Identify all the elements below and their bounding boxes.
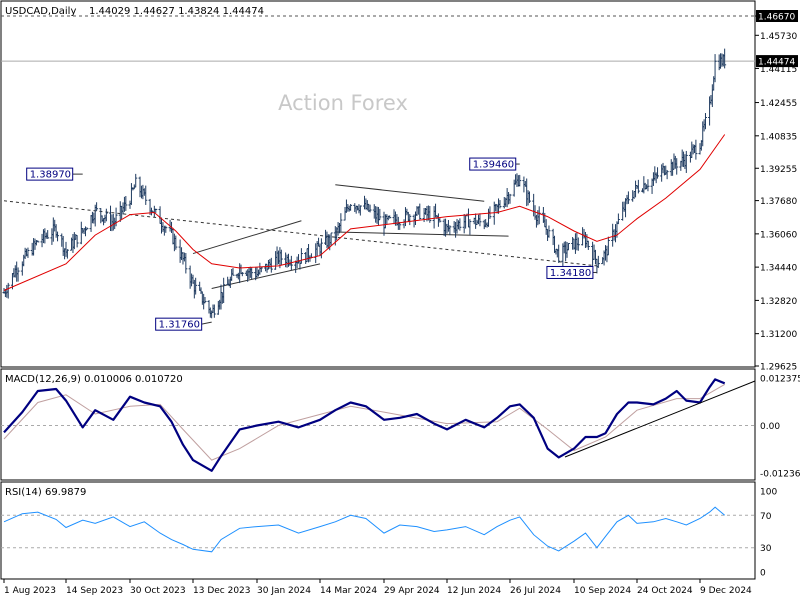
- x-axis: 1 Aug 2023 14 Sep 2023 30 Oct 2023 13 Dec 2…: [3, 579, 752, 596]
- x-tick-label: 29 Apr 2024: [384, 586, 440, 596]
- level-price-label: 1.46670: [758, 13, 795, 23]
- x-tick-label: 10 Sep 2024: [574, 586, 631, 596]
- price-y-axis: 1.46670 1.45730 1.44115 1.42455 1.40835 1.392…: [755, 10, 798, 373]
- rsi-panel: RSI(14) 69.9879 100 70 30 0: [0, 481, 777, 580]
- moving-average-line: [3, 134, 726, 291]
- price-tick-label: 1.29625: [760, 363, 797, 373]
- x-tick-label: 26 Jul 2024: [510, 586, 561, 596]
- rsi-tick-label: 0: [760, 569, 766, 579]
- macd-tick-label: 0.00: [760, 422, 780, 432]
- level-price-box: [756, 10, 798, 22]
- triangle-upper-line: [335, 184, 485, 202]
- price-tick-label: 1.32820: [760, 297, 797, 307]
- rsi-y-axis: 100 70 30 0: [760, 488, 777, 579]
- annotation-label: 1.31760: [159, 320, 200, 331]
- x-tick-label: 30 Jan 2024: [257, 586, 311, 596]
- x-tick-label: 9 Dec 2024: [700, 586, 752, 596]
- price-tick-label: 1.34440: [760, 264, 797, 274]
- rsi-tick-label: 100: [760, 488, 777, 498]
- macd-signal-line: [3, 383, 725, 461]
- price-panel: Action Forex USDCAD,Daily 1.44029 1.4462…: [0, 0, 798, 373]
- rsi-title: RSI(14) 69.9879: [5, 487, 86, 498]
- annotation-label: 1.39460: [473, 160, 514, 171]
- rsi-panel-frame: [0, 481, 756, 580]
- last-price-label: 1.44474: [758, 58, 795, 68]
- price-tick-label: 1.37680: [760, 197, 797, 207]
- macd-panel-frame: [0, 368, 756, 481]
- price-trendlines: [3, 184, 597, 289]
- rsi-line: [3, 506, 726, 553]
- macd-title: MACD(12,26,9) 0.010006 0.010720: [5, 374, 183, 385]
- x-tick-label: 12 Jun 2024: [447, 586, 501, 596]
- annotation-leader: [201, 321, 212, 325]
- macd-panel: MACD(12,26,9) 0.010006 0.010720 0.012375…: [0, 368, 800, 481]
- price-tick-label: 1.45730: [760, 32, 797, 42]
- macd-tick-label: 0.012375: [760, 375, 800, 385]
- chart-title: USDCAD,Daily: [5, 6, 76, 17]
- triangle-lower-line: [335, 231, 509, 237]
- channel-upper-line: [192, 220, 302, 255]
- watermark: Action Forex: [278, 91, 408, 115]
- x-tick-label: 24 Oct 2024: [637, 586, 693, 596]
- price-tick-label: 1.39255: [760, 165, 797, 175]
- price-tick-label: 1.31200: [760, 330, 797, 340]
- annotation-box: [546, 265, 594, 279]
- rsi-tick-label: 70: [760, 512, 772, 522]
- ohlc-values: 1.44029 1.44627 1.43824 1.44474: [89, 6, 264, 17]
- annotation-box: [26, 167, 74, 181]
- annotation-box: [469, 157, 517, 171]
- macd-main-line: [3, 378, 726, 472]
- price-tick-label: 1.44115: [760, 65, 797, 75]
- annotation-label: 1.34180: [550, 268, 591, 279]
- last-price-box: [756, 55, 798, 68]
- price-panel-frame: [0, 0, 756, 368]
- macd-trendline: [564, 380, 756, 458]
- x-tick-label: 14 Mar 2024: [320, 586, 377, 596]
- channel-lower-line: [211, 263, 321, 289]
- x-tick-label: 30 Oct 2023: [130, 586, 186, 596]
- price-tick-label: 1.42455: [760, 99, 797, 109]
- price-annotations: 1.38970 1.31760 1.39460 1.34180: [26, 157, 597, 331]
- price-tick-label: 1.40835: [760, 132, 797, 142]
- x-tick-label: 13 Dec 2023: [193, 586, 251, 596]
- price-tick-label: 1.36060: [760, 230, 797, 240]
- x-tick-label: 14 Sep 2023: [66, 586, 123, 596]
- annotation-label: 1.38970: [30, 170, 71, 181]
- x-tick-label: 1 Aug 2023: [4, 586, 56, 596]
- macd-y-axis: 0.012375 0.00 -0.012367: [760, 375, 800, 480]
- annotation-box: [155, 317, 203, 331]
- rsi-tick-label: 30: [760, 544, 772, 554]
- macd-tick-label: -0.012367: [760, 470, 800, 480]
- price-grid: [1, 15, 755, 62]
